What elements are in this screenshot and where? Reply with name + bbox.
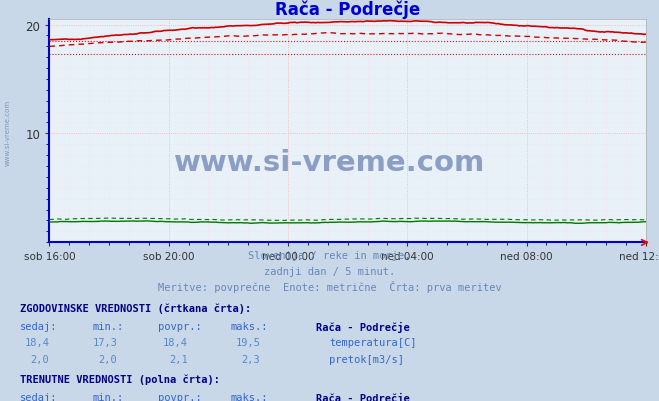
Text: zadnji dan / 5 minut.: zadnji dan / 5 minut.: [264, 266, 395, 276]
Title: Rača - Podrečje: Rača - Podrečje: [275, 0, 420, 18]
Text: TRENUTNE VREDNOSTI (polna črta):: TRENUTNE VREDNOSTI (polna črta):: [20, 374, 219, 384]
Text: 2,3: 2,3: [242, 354, 260, 365]
Text: Meritve: povprečne  Enote: metrične  Črta: prva meritev: Meritve: povprečne Enote: metrične Črta:…: [158, 281, 501, 293]
Text: povpr.:: povpr.:: [158, 392, 202, 401]
Text: temperatura[C]: temperatura[C]: [330, 338, 417, 348]
Text: povpr.:: povpr.:: [158, 321, 202, 331]
Text: 19,5: 19,5: [235, 338, 260, 348]
Text: www.si-vreme.com: www.si-vreme.com: [174, 148, 485, 176]
Text: 2,0: 2,0: [99, 354, 117, 365]
Text: 18,4: 18,4: [24, 338, 49, 348]
Text: Rača - Podrečje: Rača - Podrečje: [316, 392, 410, 401]
Text: Rača - Podrečje: Rača - Podrečje: [316, 321, 410, 332]
Text: maks.:: maks.:: [231, 321, 268, 331]
Text: sedaj:: sedaj:: [20, 392, 57, 401]
Text: www.si-vreme.com: www.si-vreme.com: [5, 99, 11, 165]
Text: 17,3: 17,3: [92, 338, 117, 348]
Text: min.:: min.:: [92, 321, 123, 331]
Text: 2,0: 2,0: [31, 354, 49, 365]
Text: Slovenija / reke in morje.: Slovenija / reke in morje.: [248, 251, 411, 261]
Text: sedaj:: sedaj:: [20, 321, 57, 331]
Text: maks.:: maks.:: [231, 392, 268, 401]
Text: 2,1: 2,1: [169, 354, 188, 365]
Text: 18,4: 18,4: [163, 338, 188, 348]
Text: min.:: min.:: [92, 392, 123, 401]
Text: pretok[m3/s]: pretok[m3/s]: [330, 354, 405, 365]
Text: ZGODOVINSKE VREDNOSTI (črtkana črta):: ZGODOVINSKE VREDNOSTI (črtkana črta):: [20, 303, 251, 313]
